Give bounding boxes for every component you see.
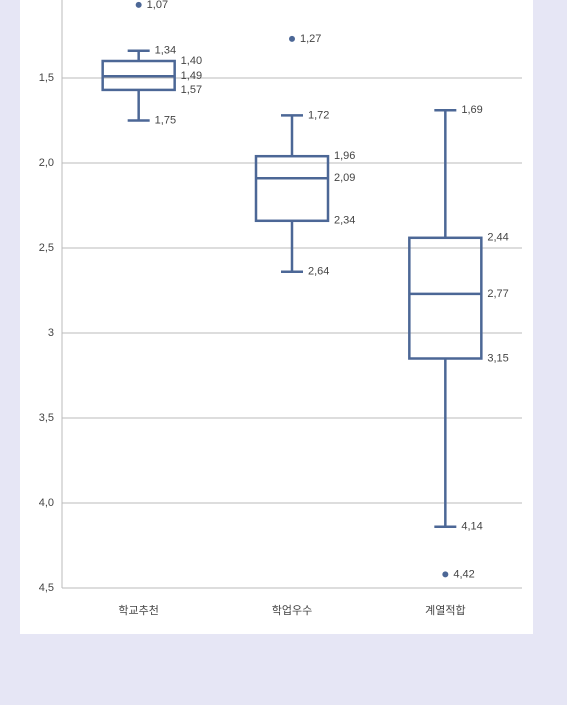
outlier <box>289 35 295 42</box>
outlier <box>442 571 449 578</box>
y-tick-label: 2,0 <box>39 157 54 169</box>
value-label: 4,14 <box>461 521 482 533</box>
value-label: 2,77 <box>487 288 508 300</box>
x-tick-label: 계열적합 <box>425 604 465 617</box>
chart-panel <box>20 0 533 634</box>
value-label: 1,57 <box>181 84 202 96</box>
value-label: 1,69 <box>461 104 482 116</box>
value-label: 1,96 <box>334 150 355 162</box>
value-label: 2,34 <box>334 215 355 227</box>
outlier-label: 4,42 <box>453 568 474 580</box>
y-tick-label: 4,0 <box>39 497 54 509</box>
value-label: 2,64 <box>308 266 329 278</box>
outlier-label: 1,27 <box>300 33 321 45</box>
box <box>408 236 483 360</box>
y-tick-label: 3 <box>48 327 54 339</box>
y-tick-label: 4,5 <box>39 582 54 594</box>
outlier-label: 1,07 <box>147 0 168 11</box>
x-tick-label: 학교추천 <box>118 603 158 617</box>
y-tick-label: 1,5 <box>39 72 54 84</box>
value-label: 2,09 <box>334 172 355 184</box>
x-tick-label: 학업우수 <box>272 604 312 617</box>
outlier <box>135 1 142 8</box>
y-tick-label: 2,5 <box>39 242 54 254</box>
value-label: 1,49 <box>181 70 202 82</box>
value-label: 3,15 <box>487 352 508 364</box>
box <box>254 154 330 223</box>
value-label: 1,75 <box>155 114 176 126</box>
value-label: 1,72 <box>308 109 329 121</box>
value-label: 2,44 <box>487 232 508 244</box>
value-label: 1,40 <box>181 55 202 67</box>
y-tick-label: 3,5 <box>39 412 54 424</box>
value-label: 1,34 <box>155 45 176 57</box>
